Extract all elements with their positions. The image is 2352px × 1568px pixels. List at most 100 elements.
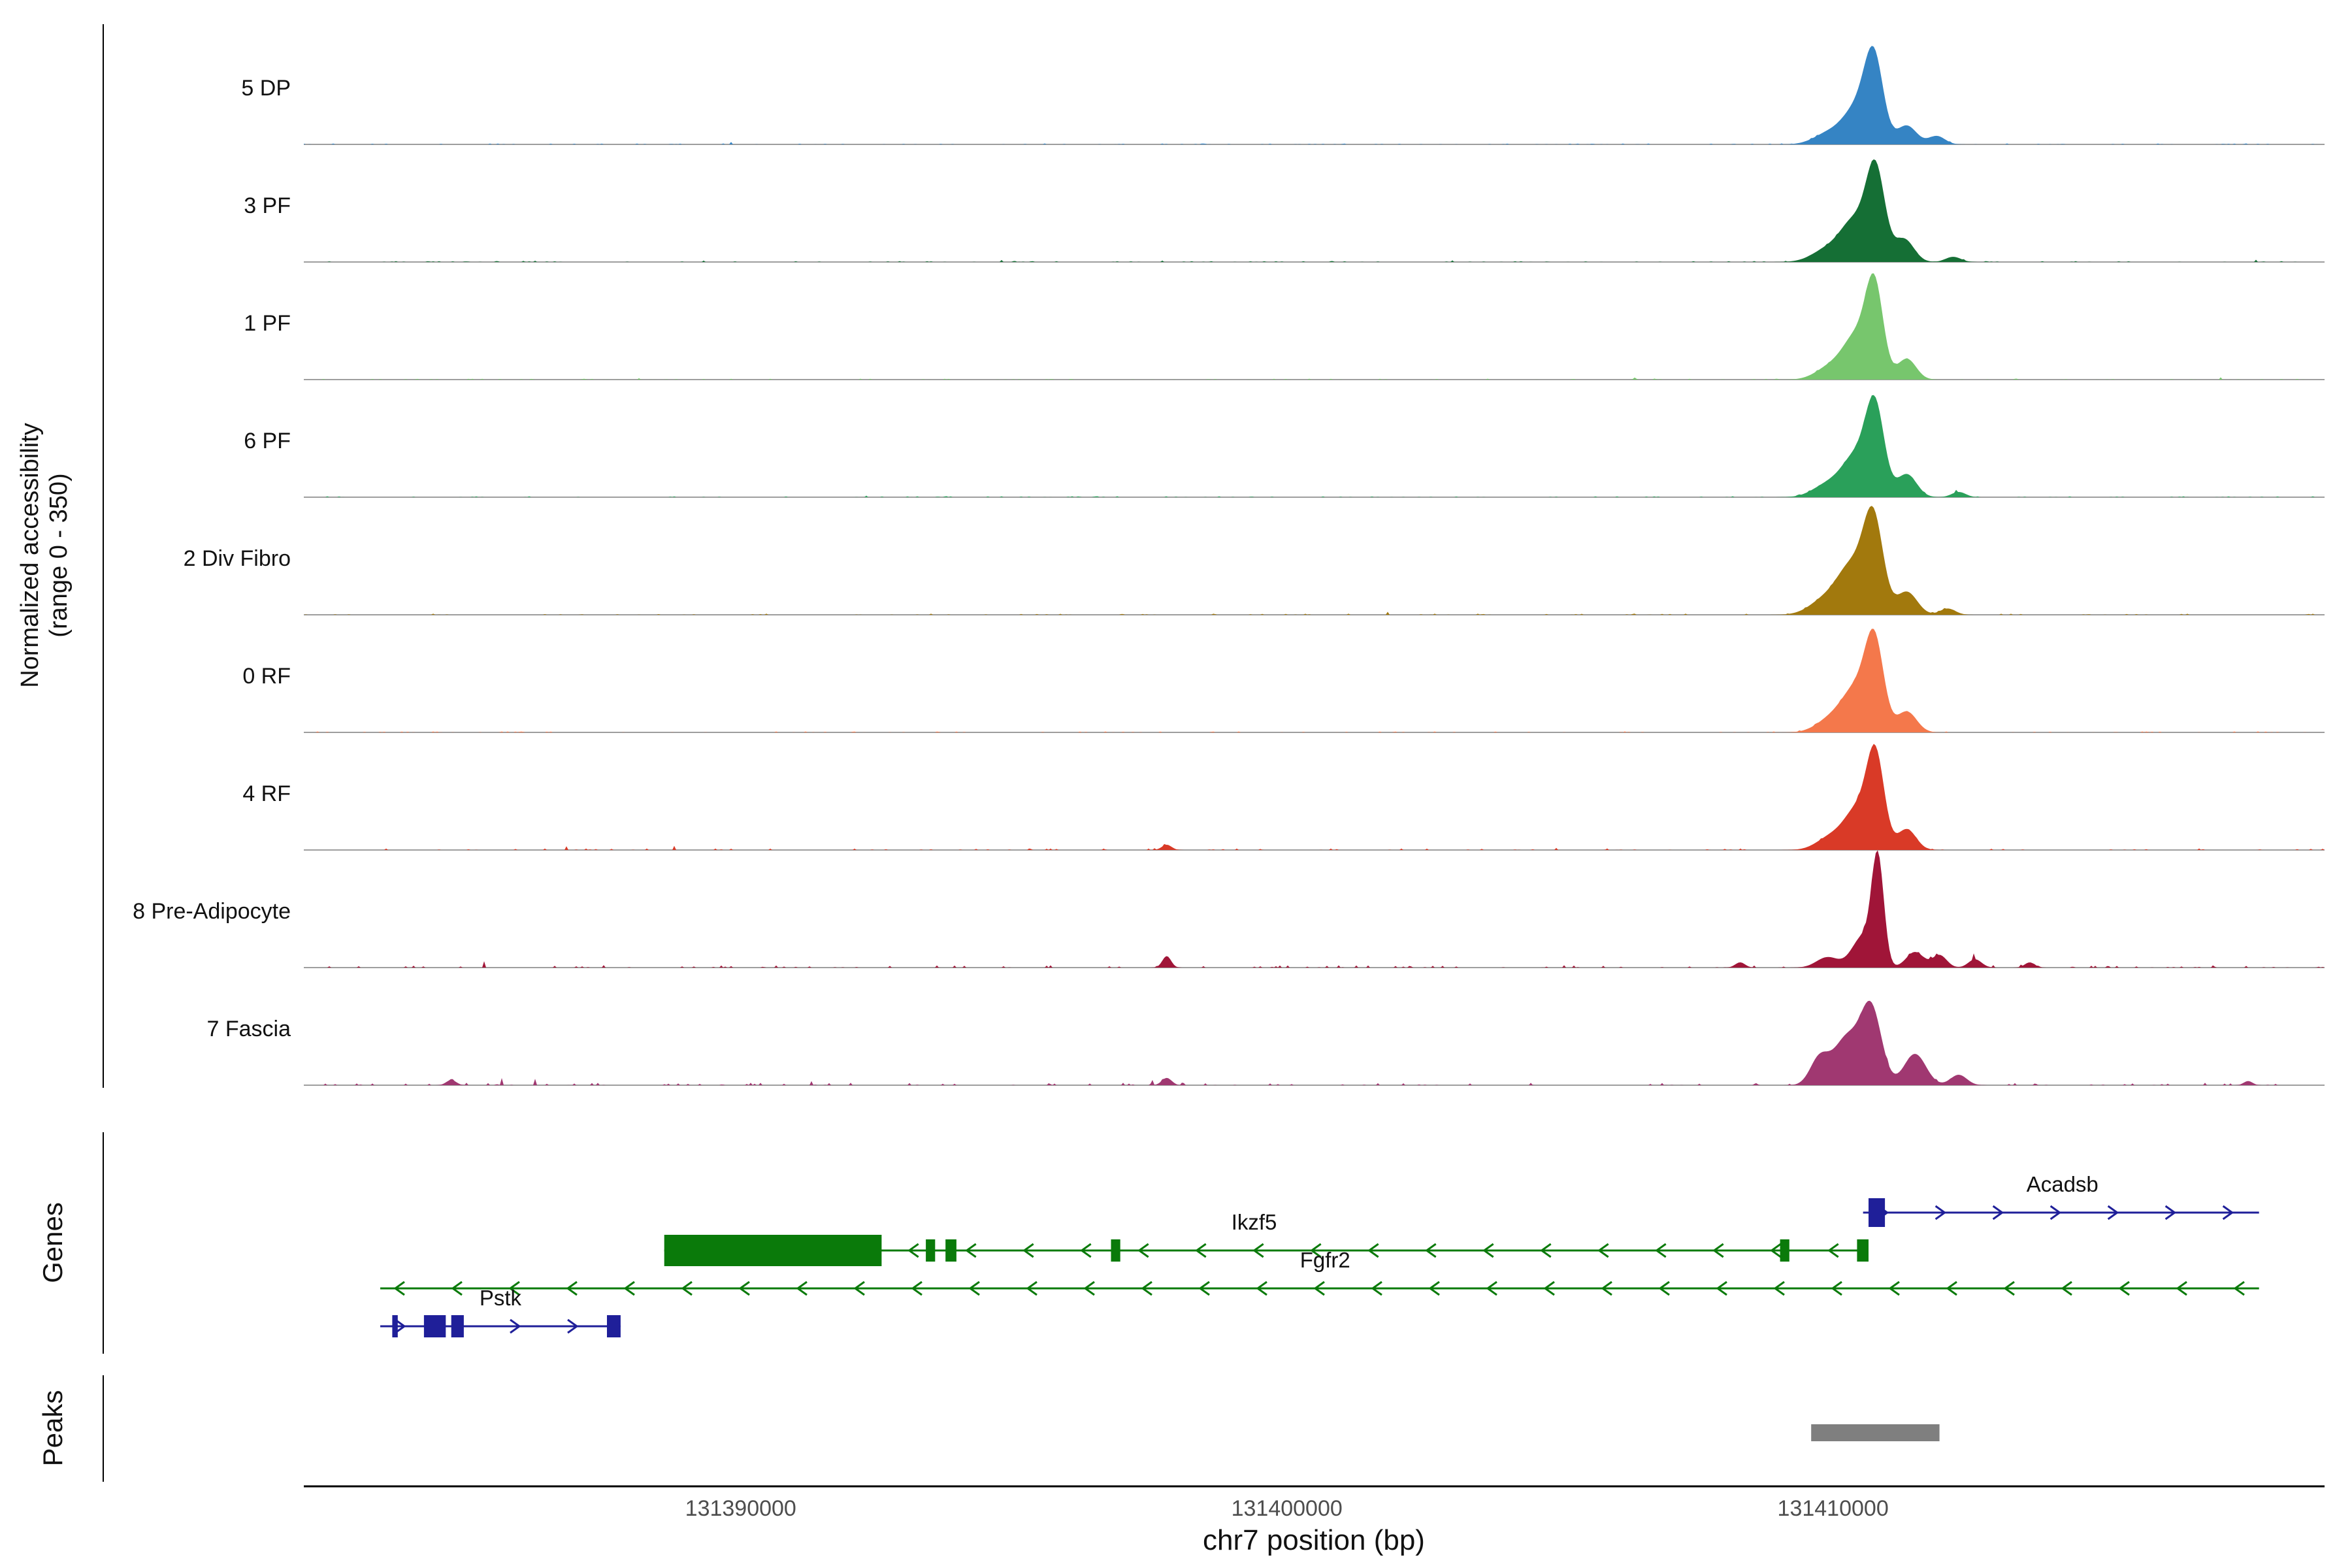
strand-arrow-icon xyxy=(1256,1281,1267,1296)
gene-acadsb: Acadsb xyxy=(1863,1172,2259,1227)
strand-arrow-icon xyxy=(2164,1205,2177,1220)
coverage-track: 5 DP xyxy=(241,46,2325,145)
track-label: 4 RF xyxy=(242,781,291,806)
strand-arrow-icon xyxy=(393,1281,405,1296)
track-label: 2 Div Fibro xyxy=(184,546,291,571)
generated-chart-content: 5 DP 3 PF 1 PF 6 PF 2 Div Fibro 0 RF 4 RF 8 Pre… xyxy=(133,46,2325,1521)
peak-region-bar xyxy=(1811,1424,1940,1441)
strand-arrow-icon xyxy=(1198,1281,1210,1296)
gene-name-label: Fgfr2 xyxy=(1300,1248,1350,1272)
strand-arrow-icon xyxy=(1712,1243,1724,1258)
x-axis-tick-label: 131400000 xyxy=(1232,1496,1343,1521)
coverage-area xyxy=(304,743,2325,850)
strand-arrow-icon xyxy=(1141,1281,1152,1296)
coverage-area xyxy=(304,46,2325,144)
strand-arrow-icon xyxy=(567,1318,579,1334)
coverage-area xyxy=(304,1000,2325,1085)
strand-arrow-icon xyxy=(1831,1281,1842,1296)
y-axis-label-line2: (range 0 - 350) xyxy=(45,473,73,637)
strand-arrow-icon xyxy=(1540,1243,1552,1258)
strand-arrow-icon xyxy=(738,1281,750,1296)
strand-arrow-icon xyxy=(1827,1243,1839,1258)
strand-arrow-icon xyxy=(1543,1281,1555,1296)
strand-arrow-icon xyxy=(1946,1281,1957,1296)
strand-arrow-icon xyxy=(1601,1281,1612,1296)
strand-arrow-icon xyxy=(395,1318,406,1334)
exon-block xyxy=(423,1315,446,1337)
strand-arrow-icon xyxy=(1080,1243,1092,1258)
strand-arrow-icon xyxy=(1137,1243,1149,1258)
exon-block xyxy=(607,1315,621,1337)
strand-arrow-icon xyxy=(1992,1205,2004,1220)
strand-arrow-icon xyxy=(2233,1281,2245,1296)
coverage-track: 8 Pre-Adipocyte xyxy=(133,850,2325,968)
strand-arrow-icon xyxy=(2003,1281,2015,1296)
strand-arrow-icon xyxy=(1195,1243,1207,1258)
strand-arrow-icon xyxy=(1083,1281,1095,1296)
coverage-track: 4 RF xyxy=(242,743,2325,851)
x-axis-tick-label: 131410000 xyxy=(1778,1496,1889,1521)
strand-arrow-icon xyxy=(1428,1281,1440,1296)
coverage-area xyxy=(304,850,2325,968)
exon-block xyxy=(945,1239,956,1262)
x-axis-title: chr7 position (bp) xyxy=(1203,1524,1425,1556)
strand-arrow-icon xyxy=(965,1243,977,1258)
strand-arrow-icon xyxy=(796,1281,808,1296)
strand-arrow-icon xyxy=(2050,1205,2062,1220)
strand-arrow-icon xyxy=(451,1281,463,1296)
exon-block xyxy=(926,1239,936,1262)
strand-arrow-icon xyxy=(1310,1243,1322,1258)
gene-pstk: Pstk xyxy=(380,1286,621,1337)
strand-arrow-icon xyxy=(911,1281,923,1296)
exon-block xyxy=(1111,1239,1120,1262)
strand-arrow-icon xyxy=(1716,1281,1727,1296)
coverage-area xyxy=(304,506,2325,615)
track-label: 5 DP xyxy=(241,76,291,101)
track-label: 6 PF xyxy=(244,429,291,453)
gene-fgfr2: Fgfr2 xyxy=(380,1248,2259,1296)
coverage-area xyxy=(304,159,2325,262)
strand-arrow-icon xyxy=(1371,1281,1382,1296)
strand-arrow-icon xyxy=(1935,1205,1947,1220)
track-label: 3 PF xyxy=(244,193,291,218)
y-axis-label-line1: Normalized accessibility xyxy=(16,423,44,687)
strand-arrow-icon xyxy=(1482,1243,1494,1258)
strand-arrow-icon xyxy=(1425,1243,1437,1258)
exon-block xyxy=(392,1315,398,1337)
strand-arrow-icon xyxy=(1773,1281,1785,1296)
strand-arrow-icon xyxy=(2061,1281,2072,1296)
strand-arrow-icon xyxy=(1367,1243,1379,1258)
strand-arrow-icon xyxy=(623,1281,635,1296)
exon-block xyxy=(1857,1239,1869,1262)
genes-section-label: Genes xyxy=(37,1202,68,1283)
coverage-track: 2 Div Fibro xyxy=(184,506,2325,615)
strand-arrow-icon xyxy=(1486,1281,1497,1296)
peaks-section-label: Peaks xyxy=(37,1390,68,1467)
strand-arrow-icon xyxy=(2118,1281,2130,1296)
coverage-area xyxy=(304,629,2325,732)
strand-arrow-icon xyxy=(907,1243,919,1258)
coverage-track: 3 PF xyxy=(244,159,2325,263)
strand-arrow-icon xyxy=(1022,1243,1034,1258)
strand-arrow-icon xyxy=(1252,1243,1264,1258)
coverage-track: 1 PF xyxy=(244,273,2325,380)
strand-arrow-icon xyxy=(1597,1243,1609,1258)
gene-name-label: Ikzf5 xyxy=(1232,1210,1277,1234)
exon-block xyxy=(1780,1239,1789,1262)
x-axis-tick-label: 131390000 xyxy=(685,1496,796,1521)
strand-arrow-icon xyxy=(853,1281,865,1296)
track-label: 7 Fascia xyxy=(207,1017,291,1041)
track-label: 1 PF xyxy=(244,311,291,336)
coverage-area xyxy=(304,395,2325,497)
exon-block xyxy=(664,1235,882,1266)
coverage-track: 7 Fascia xyxy=(207,1000,2325,1086)
exon-block xyxy=(1869,1198,1886,1227)
strand-arrow-icon xyxy=(1888,1281,1900,1296)
gene-ikzf5: Ikzf5 xyxy=(664,1210,1869,1266)
strand-arrow-icon xyxy=(566,1281,578,1296)
strand-arrow-icon xyxy=(1026,1281,1037,1296)
strand-arrow-icon xyxy=(510,1318,521,1334)
strand-arrow-icon xyxy=(2222,1205,2234,1220)
strand-arrow-icon xyxy=(1658,1281,1670,1296)
